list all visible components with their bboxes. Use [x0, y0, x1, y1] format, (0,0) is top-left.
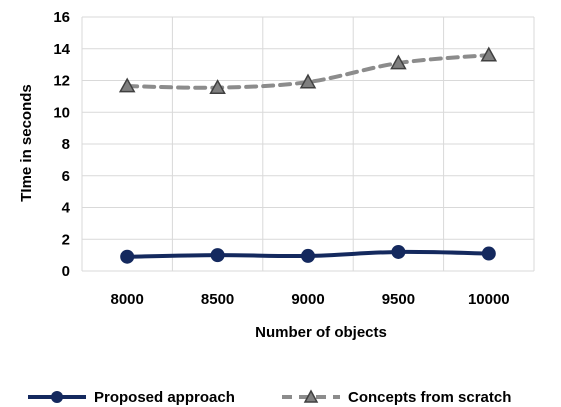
legend-label-concepts-from-scratch: Concepts from scratch — [348, 389, 511, 406]
x-tick-label: 8000 — [111, 291, 144, 308]
y-tick-label: 12 — [53, 73, 70, 90]
data-point-concepts-from-scratch — [390, 54, 407, 70]
legend-item-concepts-from-scratch: Concepts from scratch — [282, 389, 511, 406]
grid-lines — [81, 16, 535, 272]
y-tick-label: 0 — [62, 263, 70, 280]
data-point-proposed-approach — [120, 249, 135, 264]
y-tick-label: 4 — [62, 200, 71, 217]
y-tick-label: 8 — [62, 136, 70, 153]
series-concepts-from-scratch — [118, 46, 498, 94]
x-tick-label: 8500 — [201, 291, 234, 308]
y-tick-label: 6 — [62, 168, 70, 185]
y-tick-label: 2 — [62, 231, 70, 248]
series-proposed-approach — [120, 244, 496, 264]
legend-marker-concepts-from-scratch — [303, 389, 319, 403]
legend-label-proposed-approach: Proposed approach — [94, 389, 235, 406]
x-axis-title: Number of objects — [255, 324, 387, 341]
x-tick-label: 9500 — [382, 291, 415, 308]
x-tick-label: 9000 — [291, 291, 324, 308]
legend-marker-proposed-approach — [51, 391, 63, 403]
y-tick-label: 14 — [53, 41, 70, 58]
data-point-proposed-approach — [391, 244, 406, 259]
x-tick-label: 10000 — [468, 291, 510, 308]
y-axis-title: TIme in seconds — [18, 84, 35, 202]
data-point-concepts-from-scratch — [118, 77, 136, 93]
data-point-concepts-from-scratch — [299, 73, 317, 89]
y-tick-label: 16 — [53, 9, 70, 26]
series-lines — [118, 46, 498, 264]
y-tick-labels: 0 2 4 6 8 10 12 14 16 — [53, 9, 70, 280]
data-point-proposed-approach — [210, 248, 225, 263]
x-tick-labels: 8000 8500 9000 9500 10000 — [111, 291, 510, 308]
y-tick-label: 10 — [53, 104, 70, 121]
data-point-proposed-approach — [301, 248, 315, 263]
data-point-concepts-from-scratch — [480, 46, 498, 62]
data-point-concepts-from-scratch — [209, 79, 226, 94]
legend: Proposed approach Concepts from scratch — [28, 389, 511, 406]
data-point-proposed-approach — [481, 246, 496, 261]
legend-item-proposed-approach: Proposed approach — [28, 389, 235, 406]
